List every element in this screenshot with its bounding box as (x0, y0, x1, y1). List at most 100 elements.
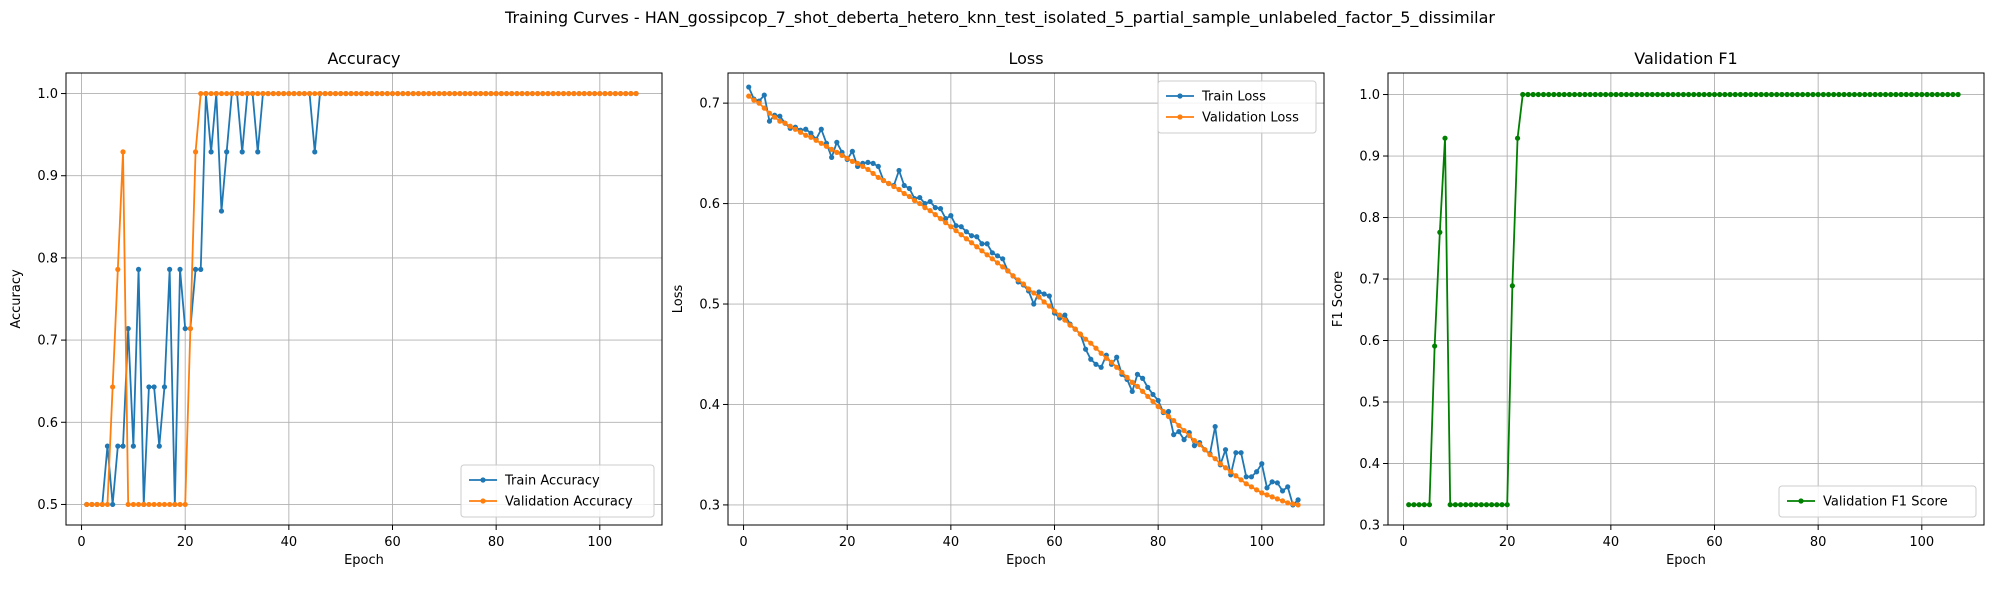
data-point (249, 90, 256, 97)
data-point (1041, 299, 1047, 305)
data-point (766, 118, 773, 124)
x-tick-label: 0 (739, 535, 747, 550)
data-point (1546, 91, 1552, 98)
data-point (110, 501, 116, 508)
data-point (1212, 456, 1218, 462)
data-point (110, 384, 116, 390)
data-point (524, 90, 530, 97)
data-point (135, 266, 142, 273)
data-point (1041, 291, 1047, 297)
data-point (906, 185, 912, 192)
data-point (1191, 443, 1198, 449)
data-point (1181, 437, 1187, 443)
data-point (602, 90, 608, 97)
data-point (1207, 452, 1213, 458)
data-point (1774, 91, 1780, 98)
data-point (1857, 91, 1863, 98)
data-point (1295, 497, 1301, 503)
data-point (550, 90, 556, 97)
data-point (1416, 502, 1422, 508)
y-tick-label: 0.7 (37, 334, 58, 349)
data-point (1238, 450, 1244, 456)
data-point (777, 118, 783, 124)
data-point (208, 90, 214, 97)
data-point (922, 205, 928, 211)
y-tick-label: 0.6 (1359, 334, 1380, 349)
data-point (994, 260, 1001, 266)
data-point (870, 160, 876, 166)
data-point (156, 443, 162, 449)
data-point (1279, 488, 1286, 494)
data-point (1020, 281, 1027, 287)
data-point (1888, 91, 1894, 98)
data-point (125, 501, 131, 508)
legend-box (1778, 485, 1977, 518)
data-point (218, 90, 225, 97)
legend: Train Loss Validation Loss (1157, 80, 1317, 134)
data-point (198, 90, 204, 97)
data-point (746, 93, 752, 99)
x-axis-label: Epoch (1006, 553, 1046, 568)
data-point (1680, 91, 1687, 98)
data-point (229, 90, 235, 97)
y-tick-label: 0.5 (699, 298, 720, 313)
data-point (1119, 369, 1125, 375)
data-point (1269, 494, 1275, 500)
subplot-title: Loss (1008, 49, 1043, 68)
data-point (187, 325, 193, 332)
data-point (1779, 91, 1785, 98)
data-point (1914, 91, 1920, 98)
subplot-title: Validation F1 (1634, 49, 1737, 68)
data-point (777, 113, 783, 119)
data-point (787, 123, 793, 129)
data-point (192, 149, 199, 155)
data-point (1514, 135, 1521, 141)
data-point (1737, 91, 1744, 98)
y-tick-label: 0.7 (1359, 273, 1380, 288)
x-tick-label: 100 (587, 535, 612, 550)
data-point (120, 149, 126, 155)
data-point (989, 250, 995, 256)
x-tick-label: 100 (1249, 535, 1274, 550)
data-point (1800, 91, 1806, 98)
subplot-validation-f1: 0 20 40 60 80 100 0.3 0.4 0.5 0.6 0.7 0.8 0.9 1.0 Vali… (1331, 49, 1985, 568)
data-point (1238, 477, 1244, 483)
data-point (1748, 91, 1754, 98)
data-point (1197, 442, 1203, 448)
data-point (1654, 91, 1661, 98)
data-point (161, 501, 168, 508)
data-point (1093, 345, 1099, 351)
data-point (937, 216, 944, 222)
y-axis-label: F1 Score (1331, 271, 1346, 327)
data-point (1129, 379, 1135, 385)
data-point (167, 501, 173, 508)
data-point (275, 90, 282, 97)
data-point (255, 90, 261, 97)
data-point (286, 90, 292, 97)
legend-swatch-marker (480, 498, 486, 504)
data-point (1457, 502, 1464, 508)
y-tick-label: 0.6 (699, 197, 720, 212)
subplot-loss: 0 20 40 60 80 100 0.3 0.4 0.5 0.6 0.7 Loss Epoch Loss… (671, 49, 1325, 568)
y-tick-label: 0.5 (37, 498, 58, 513)
data-point (519, 90, 525, 97)
data-point (875, 174, 881, 181)
data-point (751, 97, 757, 103)
data-point (1794, 91, 1801, 98)
data-point (322, 90, 328, 97)
y-tick-label: 0.3 (699, 498, 720, 513)
x-tick-label: 60 (384, 535, 401, 550)
data-point (1426, 502, 1433, 508)
data-point (1432, 343, 1438, 349)
data-point (911, 197, 918, 204)
data-point (452, 90, 458, 97)
data-point (953, 223, 959, 229)
data-point (1753, 91, 1759, 98)
data-point (239, 149, 245, 155)
data-point (1254, 469, 1260, 475)
data-point (208, 149, 214, 155)
data-point (1551, 91, 1557, 98)
legend-label: Train Accuracy (504, 474, 600, 489)
data-point (1452, 502, 1458, 508)
data-point (1274, 496, 1280, 502)
